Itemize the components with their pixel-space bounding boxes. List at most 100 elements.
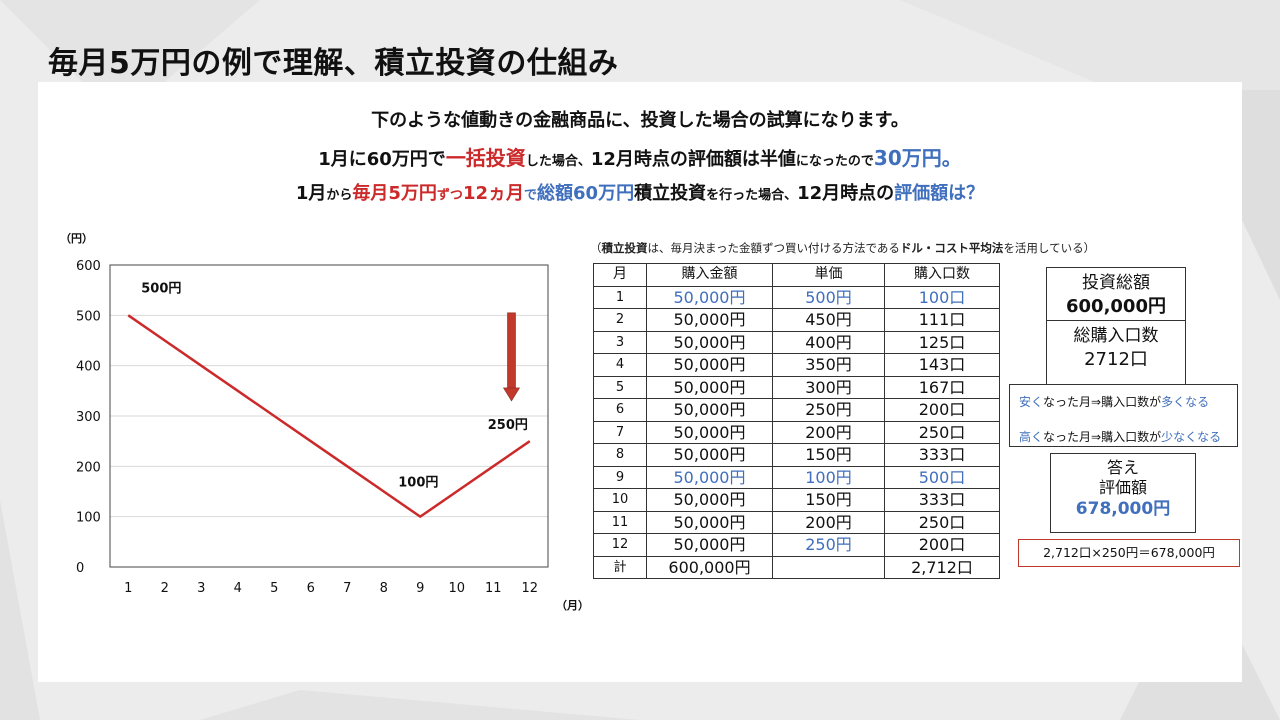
intro3-part-j: 12月時点の xyxy=(797,183,895,204)
units-total-value: 2712口 xyxy=(1084,349,1148,370)
down-arrow-head xyxy=(502,387,521,402)
month-cell: 7 xyxy=(593,420,647,444)
intro3-dca: 積立投資 xyxy=(634,183,707,204)
y-tick-label: 200 xyxy=(76,460,101,475)
amount-cell: 50,000円 xyxy=(646,308,773,332)
total-amount: 600,000円 xyxy=(646,555,773,579)
note-suffix: を活用している） xyxy=(1003,241,1096,255)
amount-cell: 50,000円 xyxy=(646,465,773,489)
y-tick-label: 0 xyxy=(76,561,84,576)
x-axis-label: （月） xyxy=(556,599,588,612)
price-cell: 100円 xyxy=(772,465,885,489)
amount-cell: 50,000円 xyxy=(646,533,773,557)
table-row: 10 50,000円 150円 333口 xyxy=(593,488,1000,512)
method-note: （積立投資は、毎月決まった金額ずつ買い付ける方法であるドル・コスト平均法を活用し… xyxy=(590,240,1095,256)
table-row: 1 50,000円 500円 100口 xyxy=(593,285,1000,309)
data-label: 500円 xyxy=(141,281,181,296)
units-cell: 167口 xyxy=(884,375,1000,399)
intro3-months: 12ヵ月 xyxy=(462,183,524,204)
units-cell: 100口 xyxy=(884,285,1000,309)
amount-cell: 50,000円 xyxy=(646,353,773,377)
table-row: 3 50,000円 400円 125口 xyxy=(593,330,1000,354)
month-cell: 5 xyxy=(593,375,647,399)
intro2-result: 30万円。 xyxy=(873,146,962,170)
amount-cell: 50,000円 xyxy=(646,398,773,422)
units-cell: 125口 xyxy=(884,330,1000,354)
data-label: 250円 xyxy=(488,418,528,433)
amount-cell: 50,000円 xyxy=(646,420,773,444)
header-price: 単価 xyxy=(772,263,885,287)
content-panel: 下のような値動きの金融商品に、投資した場合の試算になります。 1月に60万円で一… xyxy=(38,82,1242,682)
intro-line-1: 下のような値動きの金融商品に、投資した場合の試算になります。 xyxy=(371,110,909,131)
x-tick-label: 7 xyxy=(343,581,351,596)
amount-cell: 50,000円 xyxy=(646,330,773,354)
intro3-part-a: 1月 xyxy=(295,183,327,204)
units-cell: 143口 xyxy=(884,353,1000,377)
month-cell: 11 xyxy=(593,510,647,534)
x-tick-label: 9 xyxy=(416,581,424,596)
table-row: 5 50,000円 300円 167口 xyxy=(593,375,1000,399)
total-label: 計 xyxy=(593,555,647,579)
total-price xyxy=(772,555,885,579)
units-cell: 333口 xyxy=(884,443,1000,467)
header-month: 月 xyxy=(593,263,647,287)
y-axis-label: （円） xyxy=(60,232,93,245)
units-cell: 250口 xyxy=(884,420,1000,444)
y-tick-label: 600 xyxy=(76,259,101,274)
price-cell: 250円 xyxy=(772,398,885,422)
price-cell: 400円 xyxy=(772,330,885,354)
price-cell: 150円 xyxy=(772,443,885,467)
intro2-part-c: した場合、 xyxy=(525,154,591,169)
units-total-label: 総購入口数 xyxy=(1073,326,1159,346)
price-cell: 250円 xyxy=(772,533,885,557)
note-term: 積立投資 xyxy=(601,241,648,255)
table-row: 12 50,000円 250円 200口 xyxy=(593,533,1000,557)
month-cell: 8 xyxy=(593,443,647,467)
month-cell: 2 xyxy=(593,308,647,332)
plot-border xyxy=(109,264,549,568)
note-expensive: 高くなった月⇒購入口数が少なくなる xyxy=(1019,430,1222,444)
amount-cell: 50,000円 xyxy=(646,488,773,512)
y-tick-label: 300 xyxy=(76,410,101,425)
units-cell: 200口 xyxy=(884,398,1000,422)
intro2-lump-sum: 一括投資 xyxy=(445,146,526,170)
table-header-row: 月 購入金額 単価 購入口数 xyxy=(593,263,1000,287)
series-line xyxy=(127,314,531,519)
amount-cell: 50,000円 xyxy=(646,510,773,534)
table-row: 7 50,000円 200円 250口 xyxy=(593,420,1000,444)
total-units: 2,712口 xyxy=(884,555,1000,579)
month-cell: 9 xyxy=(593,465,647,489)
month-cell: 4 xyxy=(593,353,647,377)
x-tick-label: 11 xyxy=(485,581,502,596)
amount-cell: 50,000円 xyxy=(646,285,773,309)
page-title: 毎月5万円の例で理解、積立投資の仕組み xyxy=(48,46,619,81)
intro3-question: 評価額は？ xyxy=(894,183,985,204)
table-row: 8 50,000円 150円 333口 xyxy=(593,443,1000,467)
x-tick-label: 6 xyxy=(307,581,315,596)
x-tick-label: 10 xyxy=(448,581,465,596)
intro3-part-i: を行った場合、 xyxy=(706,188,798,203)
note-cheap: 安くなった月⇒購入口数が多くなる xyxy=(1019,395,1210,409)
x-tick-label: 2 xyxy=(161,581,169,596)
intro3-total: 総額60万円 xyxy=(537,183,635,204)
table-total-row: 計 600,000円 2,712口 xyxy=(593,555,1000,579)
invest-total-label: 投資総額 xyxy=(1082,273,1150,293)
price-cell: 300円 xyxy=(772,375,885,399)
intro3-part-b: から xyxy=(326,188,353,203)
invest-total-value: 600,000円 xyxy=(1066,296,1166,317)
down-arrow-shaft xyxy=(507,312,516,390)
answer-label: 答え xyxy=(1106,458,1139,477)
price-cell: 150円 xyxy=(772,488,885,512)
answer-value: 678,000円 xyxy=(1075,499,1171,519)
table-row: 4 50,000円 350円 143口 xyxy=(593,353,1000,377)
units-cell: 250口 xyxy=(884,510,1000,534)
formula-box: 2,712口×250円＝678,000円 xyxy=(1018,539,1240,567)
y-tick-label: 500 xyxy=(76,309,101,324)
intro2-part-d: 12月時点の評価額は半値 xyxy=(590,149,796,170)
units-cell: 500口 xyxy=(884,465,1000,489)
table-row: 6 50,000円 250円 200口 xyxy=(593,398,1000,422)
note-prefix: （ xyxy=(590,241,602,255)
x-tick-label: 1 xyxy=(124,581,132,596)
